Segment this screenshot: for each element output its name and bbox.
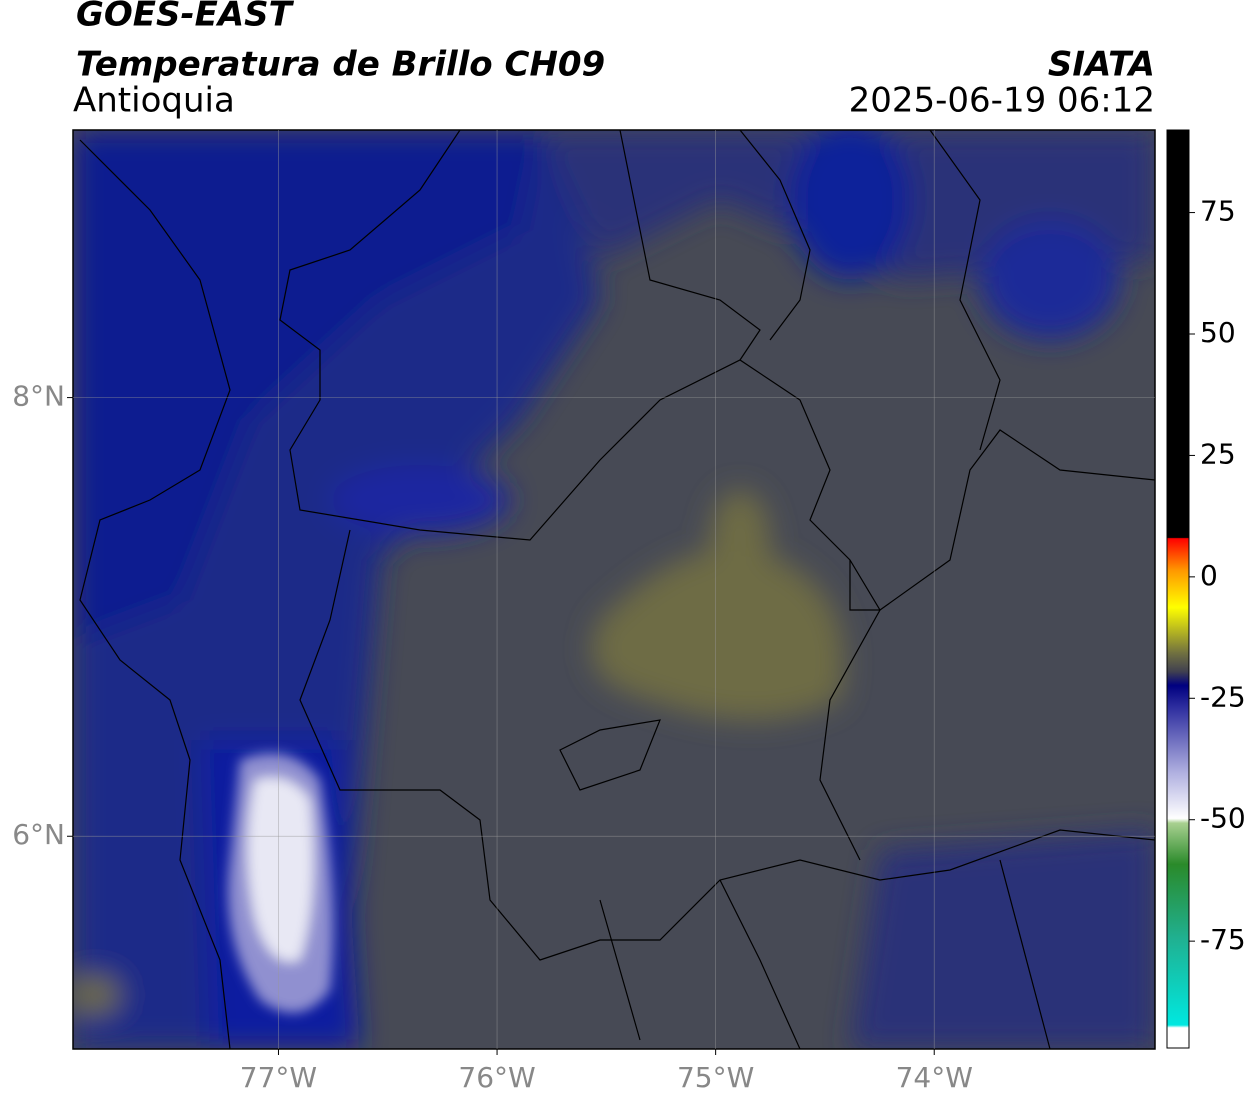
- colorbar-label: -50: [1200, 802, 1246, 835]
- colorbar-label: 75: [1200, 195, 1236, 228]
- lon-label: 77°W: [240, 1061, 317, 1094]
- colorbar-label: -75: [1200, 923, 1246, 956]
- lon-label: 74°W: [896, 1061, 973, 1094]
- map-frame: [72, 129, 1156, 1050]
- colorbar-label: 25: [1200, 437, 1236, 470]
- colorbar-label: 0: [1200, 559, 1218, 592]
- lon-label: 76°W: [458, 1061, 535, 1094]
- datetime: 2025-06-19 06:12: [849, 81, 1155, 121]
- agency: SIATA: [1048, 45, 1155, 85]
- lat-label: 8°N: [12, 380, 65, 413]
- lon-label: 75°W: [677, 1061, 754, 1094]
- lat-label: 6°N: [12, 818, 65, 851]
- colorbar-label: -25: [1200, 680, 1246, 713]
- region: Antioquia: [73, 81, 235, 121]
- colorbar-label: 50: [1200, 316, 1236, 349]
- colorbar: [1166, 129, 1190, 1049]
- title: GOES-EAST: [76, 0, 295, 35]
- product: Temperatura de Brillo CH09: [76, 45, 605, 85]
- map-image: [73, 130, 1155, 1049]
